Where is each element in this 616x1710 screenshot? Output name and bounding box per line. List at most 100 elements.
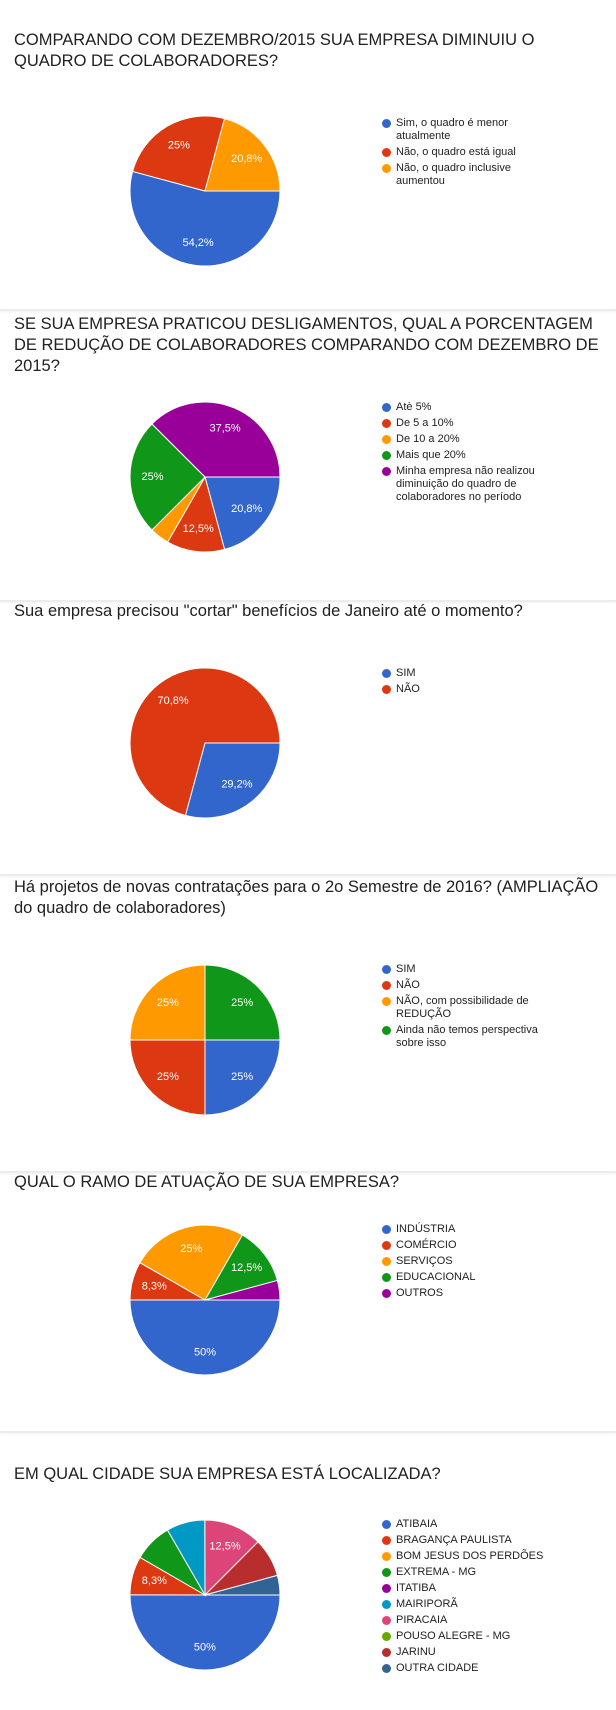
legend-dot-icon	[382, 1600, 391, 1609]
legend-item[interactable]: EXTREMA - MG	[382, 1566, 557, 1579]
legend-label: Sim, o quadro é menor atualmente	[396, 117, 508, 142]
legend-item[interactable]: MAIRIPORÃ	[382, 1598, 557, 1611]
legend-dot-icon	[382, 419, 391, 428]
legend-label: De 10 a 20%	[396, 433, 460, 445]
slice-label: 20,8%	[231, 503, 262, 515]
legend-item[interactable]: Mais que 20%	[382, 449, 557, 462]
slice-label: 25%	[231, 997, 253, 1009]
legend-dot-icon	[382, 981, 391, 990]
chart-legend: Sim, o quadro é menor atualmente Não, o q…	[382, 117, 557, 191]
legend-item[interactable]: Sim, o quadro é menor atualmente	[382, 117, 557, 143]
legend-label: EXTREMA - MG	[396, 1566, 477, 1578]
pie-slice[interactable]	[184, 742, 281, 819]
legend-item[interactable]: De 10 a 20%	[382, 433, 557, 446]
legend-item[interactable]: NÃO, com possibilidade de REDUÇÃO	[382, 995, 557, 1021]
legend-item[interactable]: NÃO	[382, 979, 557, 992]
legend-dot-icon	[382, 164, 391, 173]
chart-title: Há projetos de novas contratações para o…	[14, 878, 599, 917]
pie-slice[interactable]	[129, 667, 281, 817]
legend-item[interactable]: COMÉRCIO	[382, 1239, 557, 1252]
pie-chart: 29,2% 70,8%	[129, 667, 281, 819]
legend-item[interactable]: BRAGANÇA PAULISTA	[382, 1534, 557, 1547]
pie-slice[interactable]	[131, 115, 226, 192]
legend-dot-icon	[382, 1568, 391, 1577]
legend-item[interactable]: SERVIÇOS	[382, 1255, 557, 1268]
legend-item[interactable]: ATIBAIA	[382, 1518, 557, 1531]
legend-dot-icon	[382, 685, 391, 694]
legend-item[interactable]: SIM	[382, 667, 557, 680]
legend-label: Ainda não temos perspectiva sobre isso	[396, 1024, 538, 1049]
legend-item[interactable]: Atè 5%	[382, 401, 557, 414]
pie-slice[interactable]	[139, 1224, 244, 1301]
legend-item[interactable]: EDUCACIONAL	[382, 1271, 557, 1284]
section-divider	[0, 309, 616, 311]
legend-dot-icon	[382, 1225, 391, 1234]
legend-label: OUTRA CIDADE	[396, 1662, 479, 1674]
pie-slice[interactable]	[204, 1519, 259, 1597]
legend-item[interactable]: BOM JESUS DOS PERDÕES	[382, 1550, 557, 1563]
pie-slice[interactable]	[204, 1574, 281, 1596]
legend-item[interactable]: ITATIBA	[382, 1582, 557, 1595]
pie-slice[interactable]	[129, 170, 281, 267]
pie-slice[interactable]	[129, 1594, 281, 1671]
legend-item[interactable]: JARINU	[382, 1646, 557, 1659]
legend-dot-icon	[382, 965, 391, 974]
legend-label: INDÚSTRIA	[396, 1223, 456, 1235]
legend-item[interactable]: PIRACAIA	[382, 1614, 557, 1627]
legend-label: JARINU	[396, 1646, 436, 1658]
legend-dot-icon	[382, 1648, 391, 1657]
legend-label: ATIBAIA	[396, 1518, 438, 1530]
legend-dot-icon	[382, 435, 391, 444]
legend-item[interactable]: SIM	[382, 963, 557, 976]
legend-dot-icon	[382, 1632, 391, 1641]
legend-label: De 5 a 10%	[396, 417, 454, 429]
slice-label: 25%	[157, 997, 179, 1009]
slice-label: 25%	[141, 471, 163, 483]
pie-slice[interactable]	[204, 1039, 281, 1116]
chart-legend: INDÚSTRIA COMÉRCIO SERVIÇOS EDUCACIONAL OUTR…	[382, 1223, 557, 1303]
pie-slice[interactable]	[166, 475, 226, 553]
section-divider	[0, 874, 616, 876]
legend-dot-icon	[382, 1289, 391, 1298]
legend-item[interactable]: Não, o quadro está igual	[382, 146, 557, 159]
pie-slice[interactable]	[204, 1279, 281, 1301]
legend-item[interactable]: OUTROS	[382, 1287, 557, 1300]
legend-dot-icon	[382, 1584, 391, 1593]
legend-label: Não, o quadro inclusive aumentou	[396, 162, 511, 187]
legend-label: BOM JESUS DOS PERDÕES	[396, 1550, 544, 1562]
pie-slice[interactable]	[203, 1234, 279, 1301]
legend-dot-icon	[382, 1026, 391, 1035]
chart-legend: SIM NÃO	[382, 667, 557, 699]
pie-slice[interactable]	[129, 423, 206, 531]
legend-item[interactable]: Ainda não temos perspectiva sobre isso	[382, 1024, 557, 1050]
slice-label: 70,8%	[157, 695, 188, 707]
pie-chart: 50% 8,3% 12,5%	[129, 1519, 281, 1671]
legend-item[interactable]: Não, o quadro inclusive aumentou	[382, 162, 557, 188]
chart-legend: SIM NÃO NÃO, com possibilidade de REDUÇÃO A…	[382, 963, 557, 1053]
pie-slice[interactable]	[204, 964, 281, 1041]
legend-item[interactable]: INDÚSTRIA	[382, 1223, 557, 1236]
legend-item[interactable]: NÃO	[382, 683, 557, 696]
pie-slice[interactable]	[129, 964, 206, 1041]
legend-dot-icon	[382, 669, 391, 678]
pie-slice[interactable]	[129, 1299, 281, 1376]
legend-label: NÃO	[396, 979, 420, 991]
legend-dot-icon	[382, 1616, 391, 1625]
legend-dot-icon	[382, 1520, 391, 1529]
pie-slice[interactable]	[129, 1039, 206, 1116]
pie-slice[interactable]	[204, 476, 281, 551]
legend-item[interactable]: POUSO ALEGRE - MG	[382, 1630, 557, 1643]
legend-item[interactable]: OUTRA CIDADE	[382, 1662, 557, 1675]
legend-item[interactable]: Minha empresa não realizou diminuição do…	[382, 465, 557, 504]
chart-legend: Atè 5% De 5 a 10% De 10 a 20% Mais que 20% M…	[382, 401, 557, 507]
pie-slice[interactable]	[151, 401, 281, 478]
slice-label: 50%	[194, 1641, 216, 1653]
legend-item[interactable]: De 5 a 10%	[382, 417, 557, 430]
chart-title: EM QUAL CIDADE SUA EMPRESA ESTÁ LOCALIZA…	[14, 1465, 441, 1483]
legend-label: Mais que 20%	[396, 449, 466, 461]
pie-slice[interactable]	[204, 117, 281, 192]
legend-label: Minha empresa não realizou diminuição do…	[396, 465, 535, 503]
legend-label: MAIRIPORÃ	[396, 1598, 458, 1610]
slice-label: 54,2%	[182, 237, 213, 249]
legend-label: SIM	[396, 963, 416, 975]
